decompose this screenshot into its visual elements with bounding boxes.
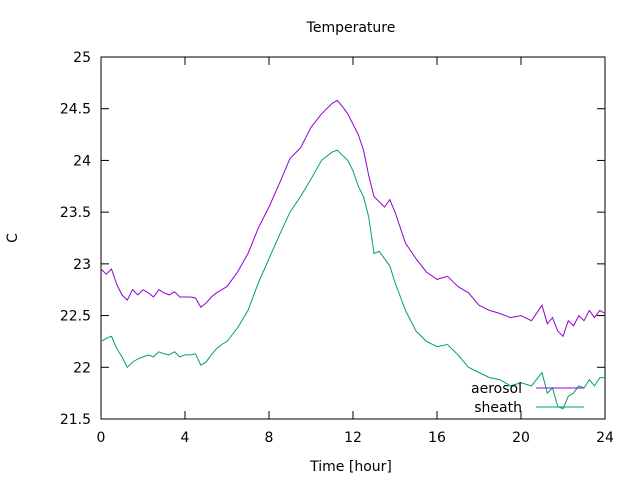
x-tick-label: 12	[344, 430, 362, 446]
x-tick-label: 24	[596, 430, 614, 446]
x-tick-label: 4	[181, 430, 190, 446]
y-tick-label: 24.5	[60, 102, 91, 118]
x-tick-label: 8	[265, 430, 274, 446]
y-tick-label: 23	[73, 257, 91, 273]
x-tick-label: 16	[428, 430, 446, 446]
x-tick-label: 0	[97, 430, 106, 446]
x-axis-label: Time [hour]	[309, 459, 392, 475]
chart-title: Temperature	[306, 20, 396, 36]
legend-label-aerosol: aerosol	[471, 381, 522, 397]
legend-label-sheath: sheath	[474, 400, 522, 416]
series-lines	[100, 99, 606, 410]
y-tick-label: 24	[73, 153, 91, 169]
plot-frame	[100, 56, 606, 420]
y-tick-label: 23.5	[60, 205, 91, 221]
y-axis-label: C	[5, 233, 21, 243]
x-tick-label: 20	[512, 430, 530, 446]
y-tick-label: 22	[73, 360, 91, 376]
axis-ticks: 0 4 8 12 16 20 24 21.5 22 22.5 23 23.5 24 24.5 25	[60, 50, 614, 446]
y-tick-label: 25	[73, 50, 91, 66]
series-line-aerosol	[100, 99, 606, 338]
y-tick-label: 22.5	[60, 309, 91, 325]
legend: aerosol sheath	[471, 381, 584, 416]
y-tick-label: 21.5	[60, 412, 91, 428]
series-line-sheath	[100, 149, 605, 410]
